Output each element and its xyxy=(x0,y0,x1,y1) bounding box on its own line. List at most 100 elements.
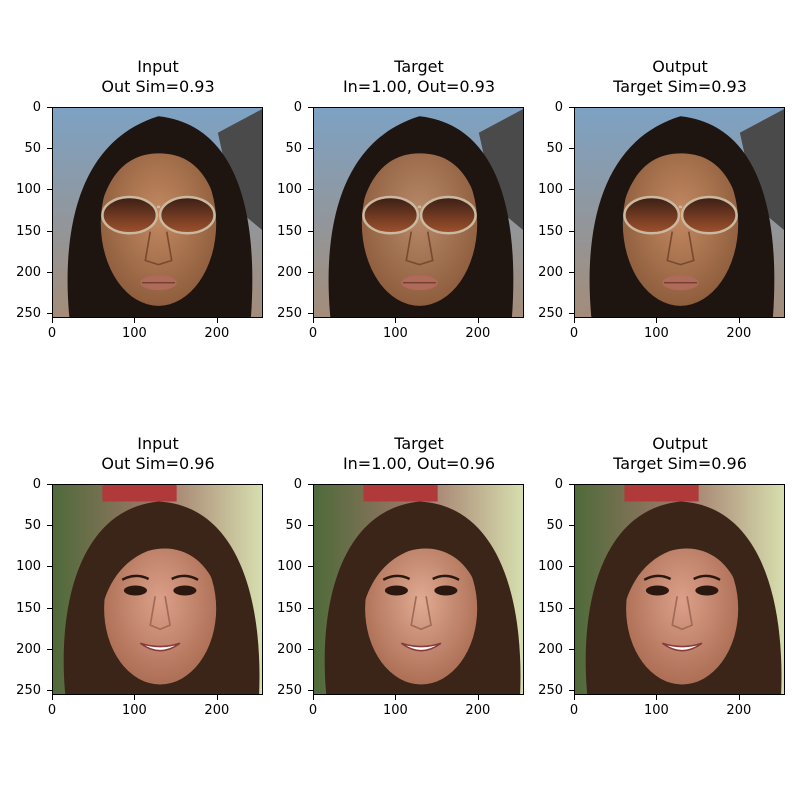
y-tick-mark xyxy=(47,107,52,108)
y-tick-mark xyxy=(308,148,313,150)
x-tick-label: 0 xyxy=(308,703,318,718)
y-tick-label: 150 xyxy=(277,600,302,616)
y-tick-label: 200 xyxy=(277,264,302,280)
y-tick-label: 0 xyxy=(32,477,41,492)
y-tick-label: 200 xyxy=(16,641,41,657)
x-tick-mark xyxy=(216,695,218,700)
panel-title-line2: Out Sim=0.93 xyxy=(101,77,215,96)
y-tick-label: 150 xyxy=(16,600,41,616)
face-photo xyxy=(53,485,262,694)
face-photo xyxy=(314,108,523,317)
face-image xyxy=(574,484,785,695)
panel-title: Output Target Sim=0.96 xyxy=(550,434,800,474)
y-tick-mark xyxy=(47,484,52,485)
x-tick-label: 200 xyxy=(465,703,491,718)
y-tick-label: 100 xyxy=(16,182,41,198)
y-tick-label: 200 xyxy=(538,641,563,657)
y-tick-mark xyxy=(47,566,52,568)
y-tick-mark xyxy=(308,313,313,315)
y-tick-mark xyxy=(569,313,574,315)
y-tick-label: 200 xyxy=(538,264,563,280)
y-tick-label: 100 xyxy=(16,559,41,575)
y-tick-mark xyxy=(569,230,574,232)
y-tick-label: 0 xyxy=(32,100,41,115)
y-tick-mark xyxy=(47,148,52,150)
panel-title: Target In=1.00, Out=0.96 xyxy=(289,434,549,474)
x-tick-mark xyxy=(313,318,314,323)
x-tick-mark xyxy=(313,695,314,700)
y-tick-label: 50 xyxy=(285,141,302,157)
y-tick-mark xyxy=(569,525,574,527)
panel-title: Input Out Sim=0.96 xyxy=(28,434,288,474)
y-tick-mark xyxy=(569,566,574,568)
image-panel: Output Target Sim=0.96 0 50 100 150 200 250 0 10… xyxy=(538,434,785,717)
image-panel: Input Out Sim=0.96 0 50 100 150 200 250 0 100 200 xyxy=(16,434,263,717)
y-tick-label: 250 xyxy=(538,683,563,699)
y-tick-mark xyxy=(47,607,52,609)
panel-title-line1: Input xyxy=(137,57,179,76)
y-tick-label: 100 xyxy=(538,559,563,575)
y-tick-mark xyxy=(47,230,52,232)
y-tick-label: 50 xyxy=(24,518,41,534)
x-tick-mark xyxy=(395,695,397,700)
panel-title-line1: Input xyxy=(137,434,179,453)
y-tick-label: 50 xyxy=(546,141,563,157)
x-tick-label: 200 xyxy=(204,326,230,341)
x-tick-mark xyxy=(52,695,53,700)
y-tick-mark xyxy=(308,271,313,273)
panel-title: Output Target Sim=0.93 xyxy=(550,57,800,97)
y-tick-mark xyxy=(569,271,574,273)
x-tick-label: 200 xyxy=(726,703,752,718)
y-tick-mark xyxy=(569,648,574,650)
y-tick-mark xyxy=(569,107,574,108)
face-image xyxy=(313,484,524,695)
y-tick-label: 250 xyxy=(16,683,41,699)
y-tick-mark xyxy=(308,189,313,191)
y-tick-label: 150 xyxy=(277,223,302,239)
x-tick-label: 100 xyxy=(122,326,147,341)
x-tick-label: 0 xyxy=(47,703,57,718)
x-tick-mark xyxy=(395,318,397,323)
y-tick-mark xyxy=(308,525,313,527)
y-tick-label: 250 xyxy=(16,306,41,322)
y-tick-mark xyxy=(569,148,574,150)
x-tick-mark xyxy=(134,695,136,700)
y-tick-label: 0 xyxy=(554,100,563,115)
y-tick-mark xyxy=(569,189,574,191)
y-tick-label: 100 xyxy=(538,182,563,198)
x-tick-label: 200 xyxy=(465,326,491,341)
x-tick-label: 100 xyxy=(383,326,408,341)
panel-title: Input Out Sim=0.93 xyxy=(28,57,288,97)
x-tick-mark xyxy=(656,318,658,323)
y-tick-mark xyxy=(308,566,313,568)
face-image xyxy=(313,107,524,318)
y-tick-label: 0 xyxy=(554,477,563,492)
y-tick-mark xyxy=(47,189,52,191)
y-tick-label: 50 xyxy=(285,518,302,534)
panel-title: Target In=1.00, Out=0.93 xyxy=(289,57,549,97)
face-photo xyxy=(314,485,523,694)
y-tick-mark xyxy=(47,525,52,527)
face-image xyxy=(52,484,263,695)
y-tick-mark xyxy=(569,690,574,692)
image-panel: Input Out Sim=0.93 0 50 100 150 200 250 0 100 200 xyxy=(16,57,263,340)
x-tick-label: 100 xyxy=(644,703,669,718)
x-tick-mark xyxy=(134,318,136,323)
y-tick-mark xyxy=(308,607,313,609)
y-tick-label: 250 xyxy=(277,306,302,322)
x-tick-mark xyxy=(656,695,658,700)
image-panel: Target In=1.00, Out=0.96 0 50 100 150 200 250 0… xyxy=(277,434,524,717)
panel-title-line2: In=1.00, Out=0.93 xyxy=(342,77,496,96)
y-tick-mark xyxy=(308,107,313,108)
face-photo xyxy=(575,485,784,694)
y-tick-label: 250 xyxy=(277,683,302,699)
panel-title-line2: Out Sim=0.96 xyxy=(101,454,215,473)
y-tick-label: 0 xyxy=(293,100,302,115)
y-tick-label: 150 xyxy=(538,600,563,616)
face-photo xyxy=(53,108,262,317)
y-tick-label: 200 xyxy=(16,264,41,280)
y-tick-mark xyxy=(308,484,313,485)
x-tick-mark xyxy=(738,318,740,323)
y-tick-label: 0 xyxy=(293,477,302,492)
y-tick-mark xyxy=(47,648,52,650)
